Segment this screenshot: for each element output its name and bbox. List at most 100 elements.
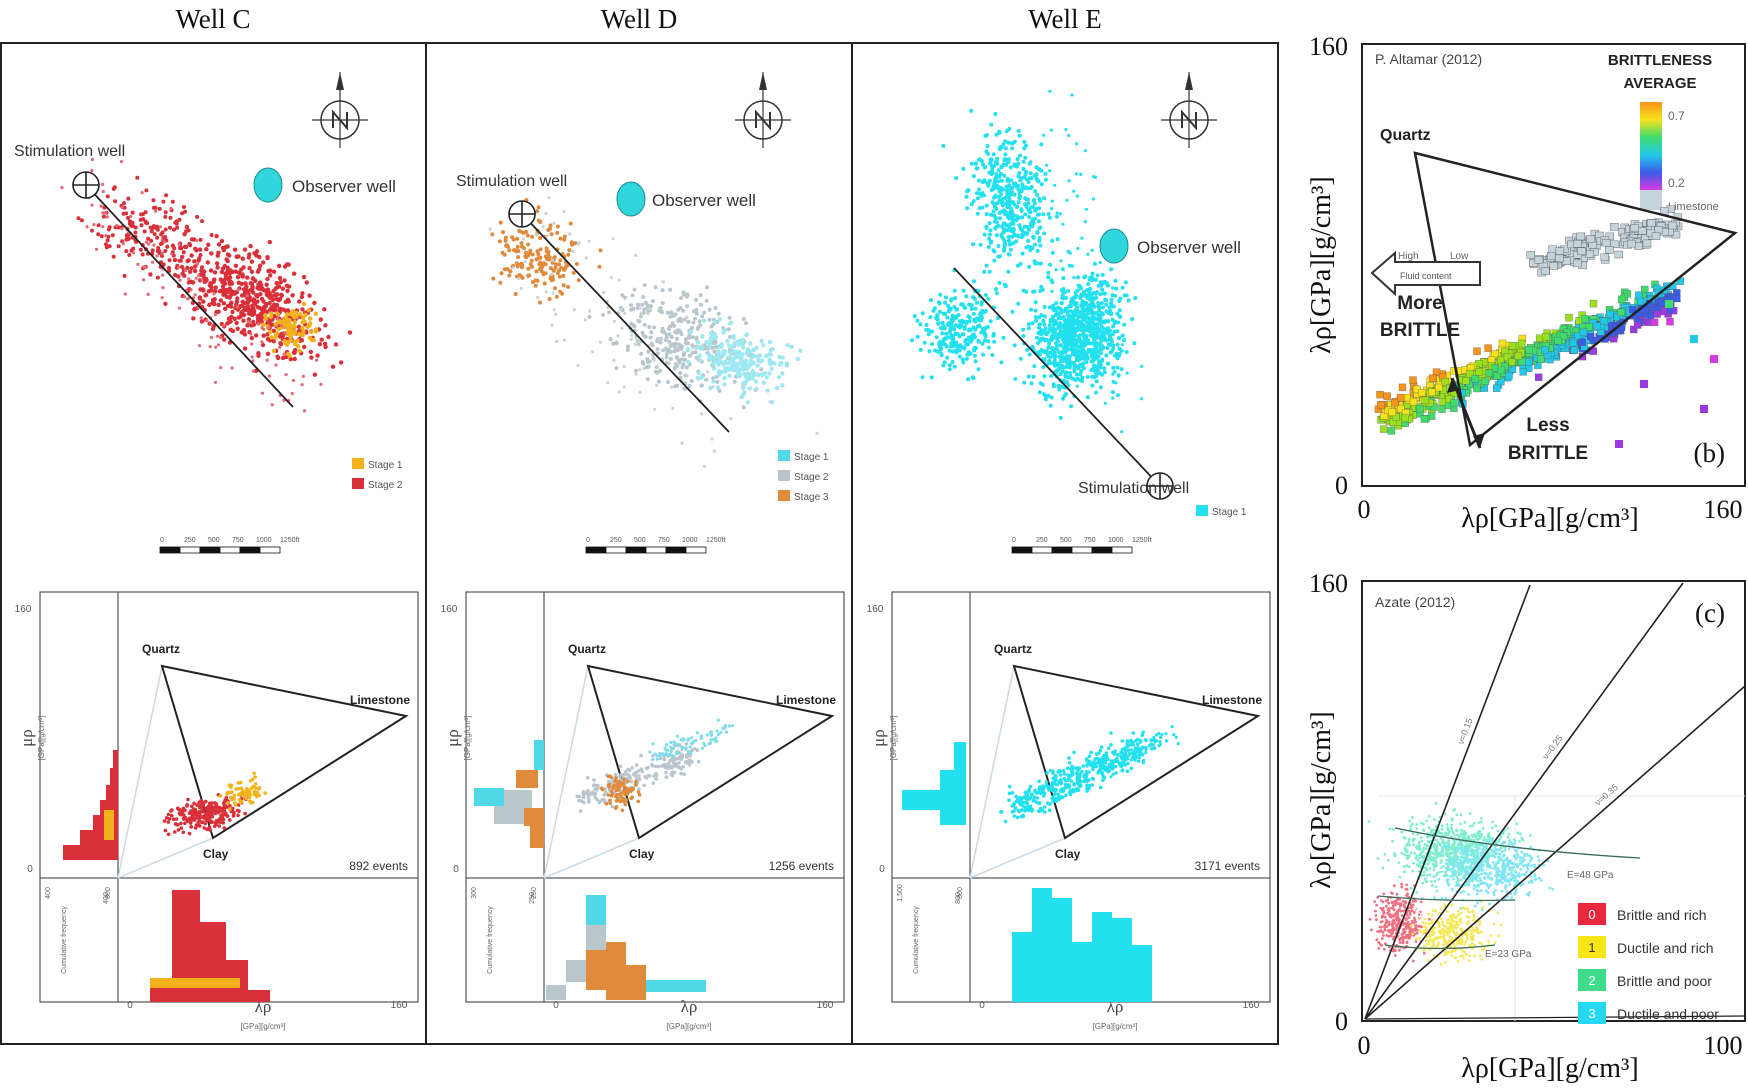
- event-dot: [517, 276, 521, 281]
- event-dot: [1068, 309, 1073, 314]
- event-dot: [949, 297, 954, 302]
- event-dot: [127, 253, 132, 257]
- event-dot: [549, 232, 554, 237]
- event-dot: [1100, 287, 1105, 292]
- event-dot: [192, 801, 196, 806]
- event-dot: [1026, 374, 1031, 379]
- event-dot: [245, 786, 249, 791]
- event-dot: [1117, 352, 1122, 356]
- legend-title: BRITTLENESS: [1608, 52, 1712, 69]
- event-dot: [1109, 267, 1114, 272]
- event-dot: [222, 826, 227, 830]
- event-dot: [1150, 738, 1154, 743]
- event-dot: [1092, 175, 1096, 179]
- event-dot: [690, 335, 695, 340]
- event-dot: [104, 234, 108, 238]
- event-dot: [249, 335, 255, 341]
- event-dot: [130, 210, 135, 215]
- event-dot: [639, 351, 644, 356]
- event-dot: [175, 225, 180, 230]
- event-dot: [990, 353, 995, 357]
- event-dot: [1051, 361, 1056, 365]
- event-dot: [1109, 342, 1113, 347]
- event-dot: [124, 249, 129, 254]
- event-dot: [277, 306, 282, 311]
- event-dot: [208, 345, 212, 349]
- event-dot: [915, 318, 920, 323]
- event-dot: [1062, 776, 1067, 781]
- legend-label: Stage 1: [1212, 507, 1247, 518]
- scale-label: 0: [586, 537, 590, 544]
- event-dot: [250, 355, 254, 359]
- event-dot: [1068, 251, 1072, 255]
- event-dot: [1164, 732, 1168, 736]
- event-dot: [634, 779, 638, 784]
- event-dot: [702, 741, 706, 745]
- event-dot: [230, 328, 236, 334]
- event-dot: [954, 316, 959, 320]
- event-dot: [1077, 333, 1082, 338]
- event-dot: [1094, 295, 1099, 300]
- event-dot: [769, 366, 774, 372]
- event-dot: [719, 731, 723, 735]
- event-dot: [265, 255, 270, 260]
- event-dot: [1125, 739, 1130, 743]
- event-dot: [1029, 381, 1034, 386]
- event-dot: [622, 364, 626, 369]
- event-dot: [679, 738, 683, 742]
- event-dot: [1003, 146, 1008, 151]
- event-dot: [1026, 239, 1031, 243]
- event-dot: [1102, 337, 1107, 342]
- event-dot: [918, 322, 923, 327]
- event-dot: [1101, 764, 1106, 769]
- event-dot: [982, 269, 987, 274]
- event-dot: [738, 356, 743, 361]
- scale-segment: [159, 546, 181, 554]
- quartz-label: Quartz: [568, 642, 606, 656]
- event-dot: [562, 237, 567, 242]
- event-dot: [242, 247, 248, 252]
- event-dot: [122, 201, 126, 206]
- event-dot: [637, 319, 642, 324]
- event-dot: [1067, 773, 1072, 778]
- data-square: [1565, 313, 1573, 322]
- event-dot: [211, 279, 216, 285]
- event-dot: [1003, 152, 1008, 157]
- event-dot: [1023, 230, 1028, 235]
- event-dot: [671, 323, 676, 328]
- event-dot: [648, 750, 652, 754]
- event-dot: [261, 260, 266, 265]
- event-dot: [586, 795, 591, 799]
- event-dot: [927, 349, 932, 354]
- event-dot: [1077, 337, 1082, 342]
- event-dot: [216, 334, 220, 338]
- event-dot: [1008, 210, 1013, 215]
- event-dot: [988, 228, 993, 233]
- event-dot: [986, 245, 991, 249]
- event-dot: [1048, 305, 1052, 310]
- event-dot: [1120, 764, 1124, 768]
- event-dot: [111, 186, 116, 191]
- event-dot: [938, 292, 943, 297]
- event-dot: [1066, 361, 1071, 365]
- event-dot: [115, 224, 119, 228]
- event-dot: [577, 241, 581, 245]
- north-arrow-icon: [735, 72, 791, 148]
- event-dot: [1061, 276, 1066, 281]
- event-dot: [722, 382, 727, 387]
- stage-2-events: [148, 224, 353, 377]
- event-dot: [561, 283, 566, 288]
- event-dot: [658, 754, 662, 758]
- event-dot: [757, 359, 763, 364]
- event-dot: [955, 307, 960, 312]
- event-dot: [172, 246, 177, 251]
- event-dot: [230, 309, 235, 315]
- event-dot: [986, 339, 991, 344]
- event-dot: [1038, 243, 1043, 248]
- event-dot: [302, 409, 307, 413]
- event-dot: [235, 296, 240, 301]
- event-dot: [330, 364, 336, 369]
- event-dot: [1029, 160, 1033, 164]
- event-dot: [1111, 286, 1115, 290]
- event-dot: [1120, 285, 1125, 290]
